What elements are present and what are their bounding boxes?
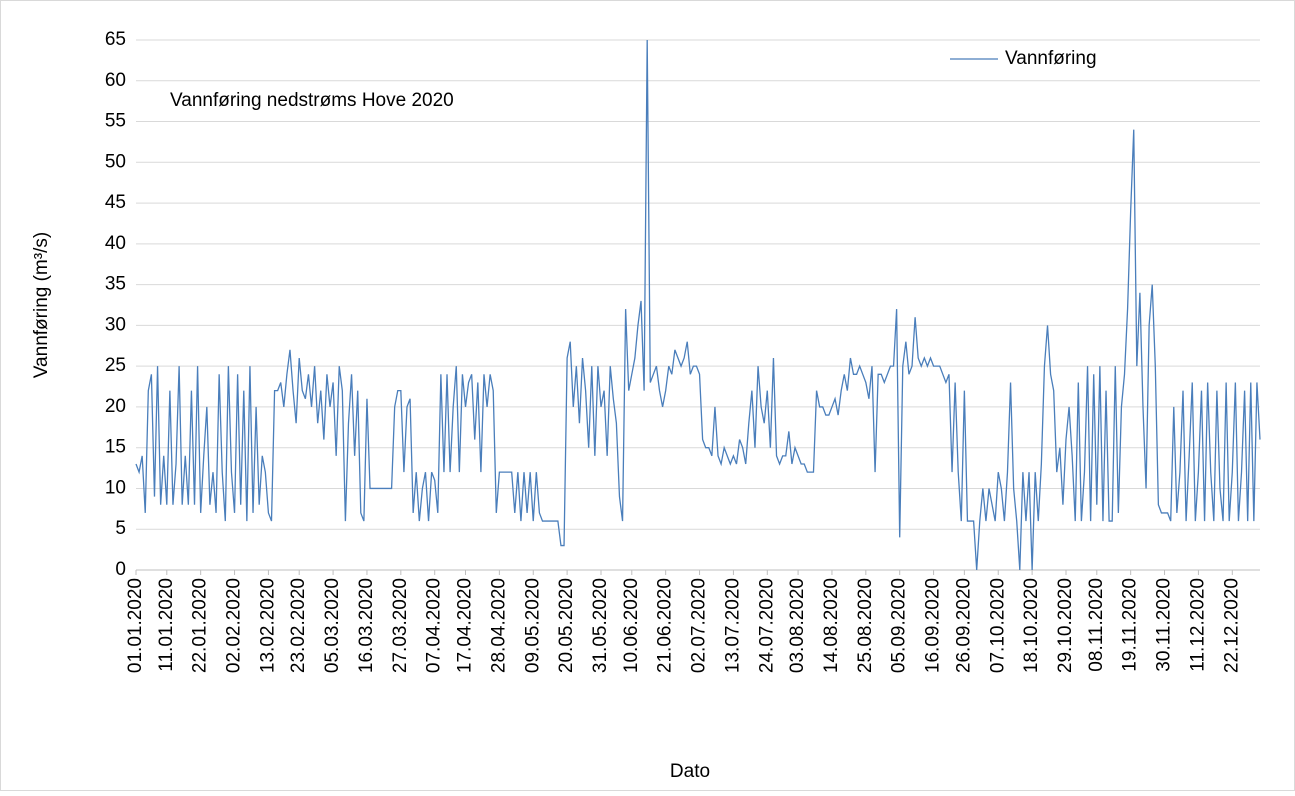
x-tick-label: 20.05.2020 [556,578,577,673]
x-tick-label: 02.02.2020 [224,578,245,673]
x-tick-label: 09.05.2020 [522,578,543,673]
x-tick-label: 29.10.2020 [1055,578,1076,673]
x-tick-label: 05.03.2020 [322,578,343,673]
y-tick-label: 25 [105,355,126,376]
x-tick-label: 19.11.2020 [1120,578,1141,672]
x-tick-label: 13.02.2020 [257,578,278,673]
x-tick-label: 02.07.2020 [689,578,710,673]
x-tick-label: 07.10.2020 [987,578,1008,673]
y-tick-label: 10 [105,477,126,498]
x-tick-label: 11.01.2020 [156,578,177,672]
y-tick-label: 50 [105,151,126,172]
y-tick-label: 20 [105,396,126,417]
y-tick-label: 65 [105,29,126,50]
x-tick-label: 16.03.2020 [356,578,377,673]
x-tick-label: 25.08.2020 [855,578,876,673]
y-tick-label: 60 [105,70,126,91]
x-tick-label: 10.06.2020 [621,578,642,673]
x-tick-label: 03.08.2020 [787,578,808,673]
x-tick-label: 08.11.2020 [1086,578,1107,672]
y-tick-label: 30 [105,314,126,335]
x-tick-label: 22.01.2020 [190,578,211,673]
y-tick-label: 55 [105,111,126,132]
y-tick-label: 0 [115,559,126,580]
y-tick-label: 15 [105,437,126,458]
x-tick-label: 16.09.2020 [923,578,944,673]
data-line [135,39,1261,571]
annotation: Vannføring nedstrøms Hove 2020 [170,90,454,111]
x-axis-label: Dato [670,761,710,782]
x-tick-label: 24.07.2020 [756,578,777,673]
y-tick-label: 40 [105,233,126,254]
y-tick-label: 35 [105,274,126,295]
x-tick-label: 13.07.2020 [722,578,743,673]
x-tick-label: 30.11.2020 [1154,578,1175,672]
x-tick-label: 05.09.2020 [889,578,910,673]
x-tick-label: 27.03.2020 [390,578,411,673]
y-tick-label: 5 [115,518,126,539]
x-tick-label: 14.08.2020 [821,578,842,673]
x-tick-label: 22.12.2020 [1221,578,1242,673]
x-tick-label: 31.05.2020 [590,578,611,673]
y-axis-label: Vannføring (m³/s) [31,232,52,378]
x-tick-label: 21.06.2020 [655,578,676,673]
x-tick-label: 23.02.2020 [288,578,309,673]
y-tick-label: 45 [105,192,126,213]
x-tick-label: 26.09.2020 [953,578,974,673]
x-tick-label: 28.04.2020 [488,578,509,673]
x-tick-label: 07.04.2020 [424,578,445,673]
legend-label: Vannføring [1005,48,1097,69]
x-tick-label: 01.01.2020 [125,578,146,673]
x-tick-label: 18.10.2020 [1021,578,1042,673]
x-tick-label: 17.04.2020 [455,578,476,673]
x-tick-label: 11.12.2020 [1187,578,1208,672]
